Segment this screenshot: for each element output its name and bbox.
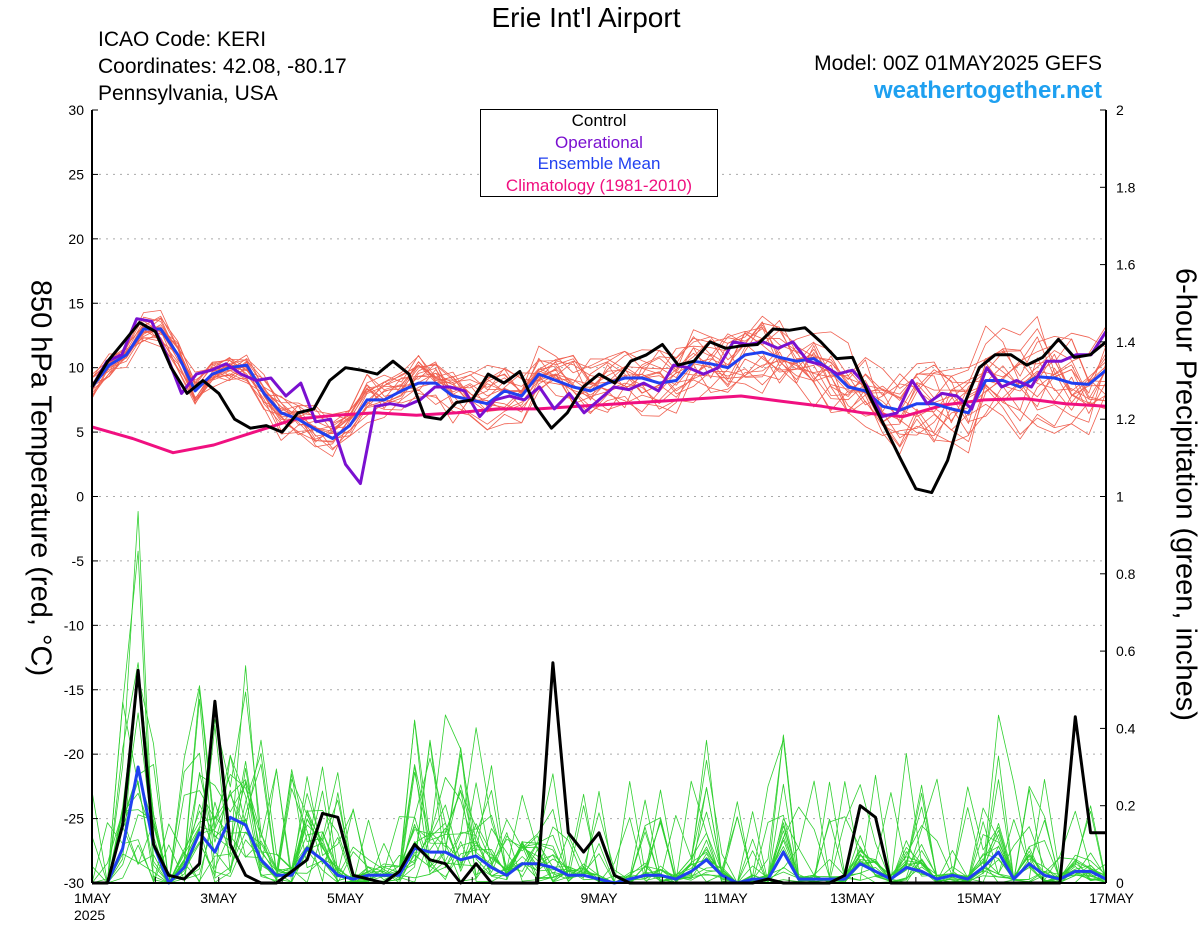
precip-member-lines — [91, 510, 1107, 884]
temperature-member-line — [91, 320, 1107, 440]
model-run: Model: 00Z 01MAY2025 GEFS — [814, 52, 1102, 75]
climatology-line — [91, 394, 1107, 455]
temperature-control-line — [90, 321, 1107, 495]
legend-control: Control — [571, 111, 627, 130]
left-axis-label: 850 hPa Temperature (red, °C) — [24, 279, 57, 677]
precip-member-line — [91, 712, 1107, 884]
right-tick-label: 1.4 — [1116, 334, 1136, 350]
left-tick-label: -20 — [64, 746, 84, 762]
right-tick-label: 0.2 — [1116, 798, 1136, 814]
x-tick-label: 11MAY — [704, 890, 748, 906]
precip-member-line — [91, 720, 1107, 884]
x-tick-label: 9MAY — [580, 890, 618, 906]
temperature-member-line — [91, 323, 1107, 443]
right-tick-label: 0.4 — [1116, 720, 1136, 736]
right-tick-label: 0.6 — [1116, 643, 1136, 659]
left-tick-label: 15 — [68, 295, 84, 311]
x-tick-label: 5MAY — [327, 890, 365, 906]
right-axis-label: 6-hour Precipitation (green, inches) — [1169, 268, 1200, 721]
precip-member-line — [92, 675, 1107, 884]
precip-member-line — [91, 757, 1107, 884]
temperature-operational-line — [90, 317, 1108, 486]
right-tick-label: 1.6 — [1116, 257, 1136, 273]
icao-code: ICAO Code: KERI — [98, 28, 267, 51]
temperature-ensemble-mean-line — [90, 327, 1107, 440]
legend-ensemble-mean: Ensemble Mean — [537, 154, 661, 173]
left-tick-label: 0 — [76, 489, 84, 505]
x-tick-label: 15MAY — [957, 890, 1003, 906]
x-year-label: 2025 — [74, 907, 105, 923]
x-tick-label: 13MAY — [830, 890, 876, 906]
legend-climatology: Climatology (1981-2010) — [505, 175, 693, 195]
gridlines — [92, 173, 1106, 820]
left-tick-label: -30 — [64, 875, 84, 891]
temperature-member-line — [91, 329, 1107, 439]
legend-operational: Operational — [555, 132, 643, 152]
coordinates: Coordinates: 42.08, -80.17 — [98, 55, 347, 78]
left-tick-label: 10 — [68, 360, 84, 376]
left-tick-label: -5 — [72, 553, 85, 569]
temperature-member-line — [91, 324, 1107, 448]
temperature-member-line — [91, 317, 1107, 437]
left-tick-label: 25 — [68, 166, 84, 182]
left-tick-label: -15 — [64, 682, 84, 698]
right-tick-label: 1 — [1116, 489, 1124, 505]
left-tick-label: -25 — [64, 811, 84, 827]
x-tick-label: 3MAY — [200, 890, 238, 906]
region: Pennsylvania, USA — [98, 82, 278, 105]
right-tick-label: 2 — [1116, 102, 1124, 118]
page-title: Erie Int'l Airport — [491, 2, 681, 33]
temperature-member-line — [91, 326, 1107, 432]
right-tick-label: 1.8 — [1116, 179, 1136, 195]
x-tick-label: 17MAY — [1089, 890, 1135, 906]
left-tick-label: 20 — [68, 231, 84, 247]
precip-member-line — [92, 714, 1107, 884]
left-tick-label: 5 — [76, 424, 84, 440]
x-tick-label: 1MAY — [74, 890, 112, 906]
right-tick-label: 0 — [1116, 875, 1124, 891]
precip-member-line — [92, 727, 1107, 884]
precip-member-line — [92, 510, 1107, 884]
x-tick-label: 7MAY — [454, 890, 492, 906]
legend: Control Operational Ensemble Mean Climat… — [480, 109, 718, 197]
site-link[interactable]: weathertogether.net — [873, 77, 1102, 104]
precip-member-line — [91, 714, 1107, 884]
axes: 302520151050-5-10-15-20-25-3021.81.61.41… — [64, 102, 1136, 923]
right-tick-label: 1.2 — [1116, 411, 1136, 427]
left-tick-label: -10 — [64, 617, 84, 633]
right-tick-label: 0.8 — [1116, 566, 1136, 582]
temperature-member-line — [91, 337, 1107, 458]
left-tick-label: 30 — [68, 102, 84, 118]
